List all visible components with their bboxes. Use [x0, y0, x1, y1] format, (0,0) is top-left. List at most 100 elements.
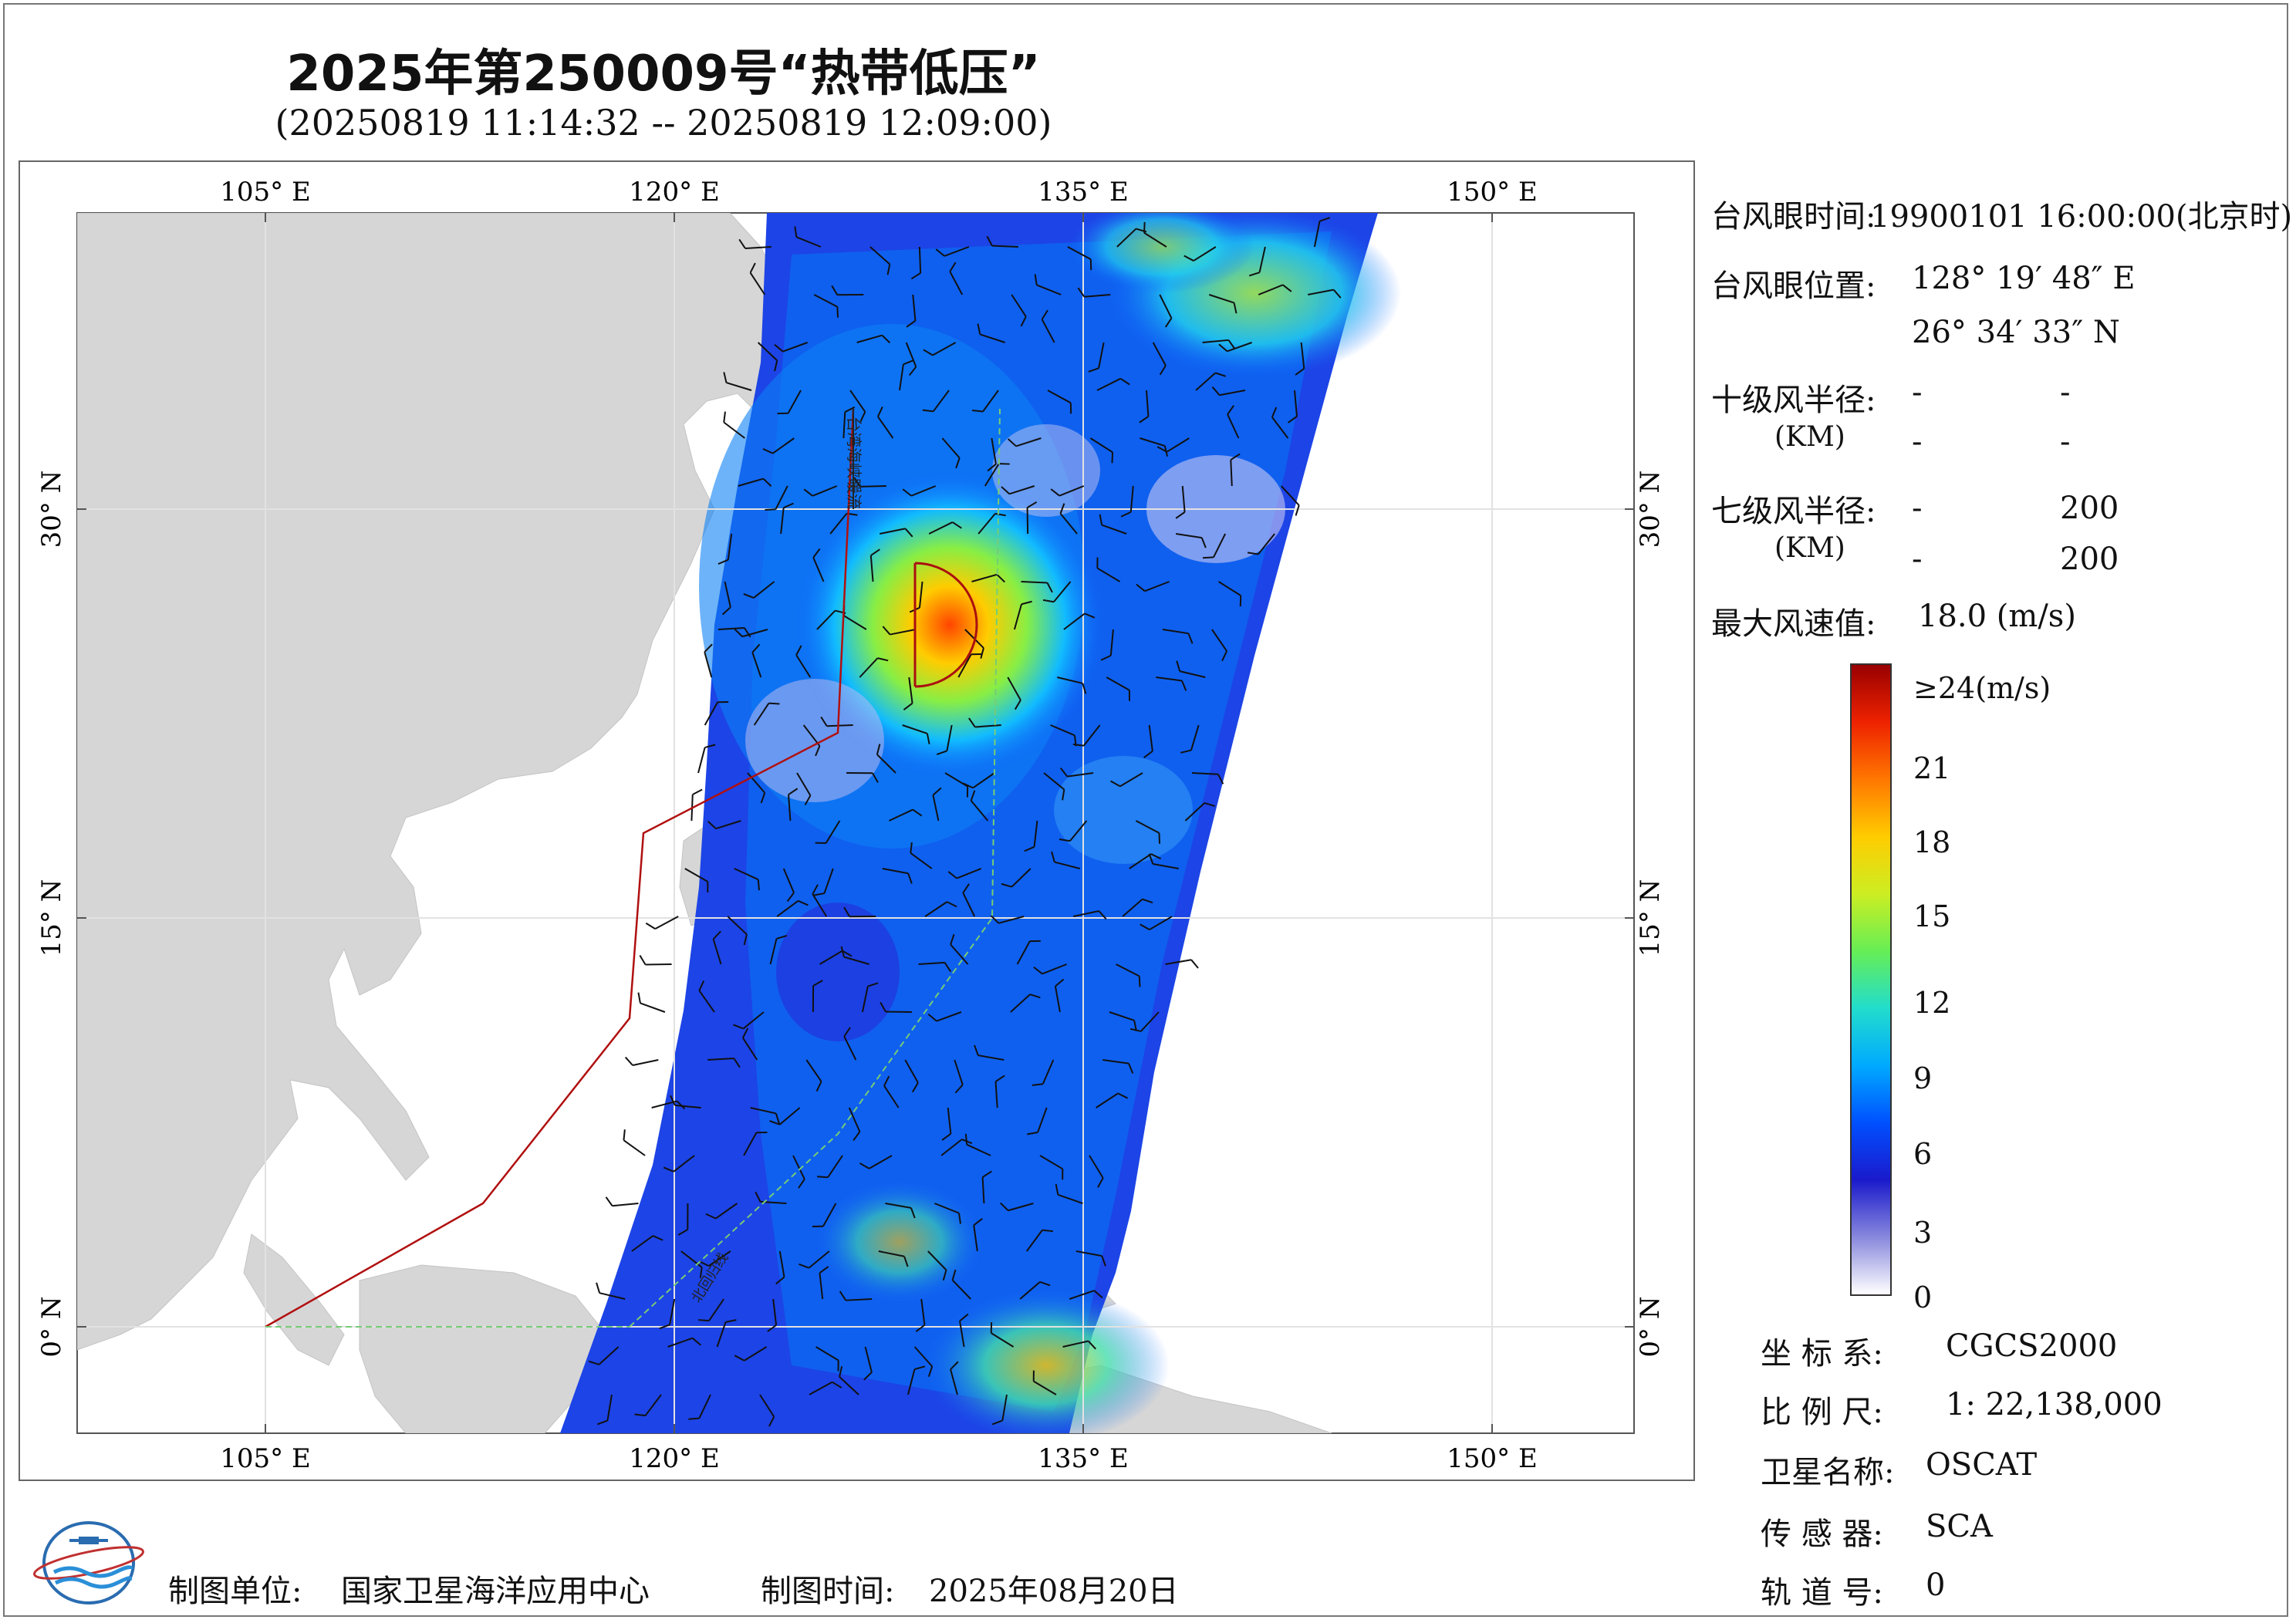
wind-barb [842, 406, 856, 439]
wind-barb [1227, 405, 1240, 439]
wind-barb [928, 521, 962, 535]
wind-barb [1021, 581, 1053, 593]
wind-barb [1211, 629, 1228, 662]
wind-barb [794, 226, 822, 248]
wind-barb [987, 437, 997, 472]
wind-barb [721, 581, 731, 616]
satellite-label: 卫星名称: [1761, 1455, 1895, 1490]
lat-label-left-30: 30° N [36, 471, 67, 548]
wind-barb [964, 1133, 991, 1156]
wind-barb [757, 342, 778, 372]
wind-barb [1110, 772, 1143, 788]
wind-barb [843, 1027, 857, 1061]
wind-barb [962, 883, 976, 917]
wind-barb [1176, 660, 1206, 678]
wind-barb [970, 790, 989, 822]
wind-barb [634, 1394, 662, 1417]
lat-label-right-15: 15° N [1635, 879, 1666, 957]
wind-barb [859, 1155, 893, 1169]
wind-barb [1072, 910, 1107, 920]
time-range-subtitle: (20250819 11:14:32 -- 20250819 12:09:00) [275, 102, 1052, 143]
wind-barb [1032, 1370, 1057, 1395]
wind-barb [815, 1346, 839, 1372]
wind-barb [1050, 485, 1085, 497]
wind-barb [1034, 274, 1062, 295]
wind-barb [698, 1298, 725, 1322]
wind-barb [705, 1203, 738, 1220]
wind-barb [1202, 339, 1236, 349]
wind-barb [1047, 390, 1072, 414]
wind-barb [905, 342, 917, 376]
wind-barb [1143, 221, 1167, 248]
wind-barb [878, 1250, 909, 1267]
wind-barb [1116, 963, 1141, 987]
wind-barb [663, 1155, 695, 1173]
wind-barb [805, 1059, 822, 1092]
colorbar-tick-label: 9 [1913, 1061, 1933, 1095]
wind-barb [927, 1011, 962, 1022]
wind-barb [1109, 1011, 1137, 1031]
wind-barb [1156, 677, 1187, 691]
wind-barb [1175, 533, 1207, 548]
wind-barb [1069, 1290, 1103, 1300]
lat-label-right-30: 30° N [1635, 471, 1666, 548]
wind-barb [1230, 453, 1241, 487]
wind-barb [856, 334, 891, 344]
wind-barb [733, 1011, 765, 1030]
wind-barb [1159, 294, 1173, 328]
wind-barb [1001, 485, 1035, 495]
wind-barb [1102, 1059, 1134, 1074]
wind-barb [923, 342, 957, 356]
wind-barb [1140, 916, 1173, 931]
wind-barb [588, 1346, 620, 1365]
sensor-value: SCA [1926, 1509, 1993, 1544]
wind-barb [788, 788, 799, 822]
lon-label-bottom-105: 105° E [220, 1443, 311, 1474]
r10-row1-b: - [2060, 375, 2071, 410]
eye-time-value: 19900101 16:00:00(北京时) [1870, 199, 2293, 235]
r10-row2-b: - [2060, 424, 2071, 460]
wind-barb [1122, 898, 1153, 917]
wind-barb [863, 1346, 873, 1381]
wind-barb [1247, 533, 1275, 555]
wind-barb [879, 528, 913, 538]
wind-barb [631, 1235, 663, 1252]
wind-barb [1180, 724, 1200, 754]
r7-row1-b: 200 [2060, 491, 2119, 526]
wind-barb [941, 1107, 952, 1141]
wind-barb [885, 1203, 916, 1219]
wind-barb [1135, 820, 1161, 844]
wind-barb [846, 772, 879, 783]
wind-barb [817, 1155, 843, 1179]
wind-barb [1211, 386, 1246, 396]
wind-barb [1088, 342, 1105, 373]
wind-barb [950, 1361, 959, 1395]
wind-barb [1129, 1011, 1160, 1032]
wind-barb [1096, 377, 1130, 391]
wind-barb [767, 1298, 778, 1332]
wind-barb [913, 1346, 934, 1377]
orbit-value: 0 [1926, 1567, 1946, 1603]
wind-barb [1072, 724, 1101, 747]
wind-barb [1059, 503, 1078, 535]
wind-barb [936, 724, 953, 755]
wind-barb [680, 1250, 703, 1278]
r10-label: 十级风半径: [1711, 383, 1876, 418]
wind-barb [1208, 294, 1237, 314]
boundary-label-north: 台湾海峡暖流 [845, 417, 863, 509]
wind-barb [1027, 1107, 1048, 1135]
wind-barb [951, 1269, 971, 1300]
wind-barb [1165, 959, 1199, 969]
wind-barb [1183, 246, 1217, 262]
wind-barb [1019, 1281, 1051, 1300]
wind-barb [741, 1027, 758, 1061]
wind-barbs [588, 217, 1342, 1427]
wind-barb [1308, 288, 1342, 299]
wind-barb [1195, 372, 1227, 391]
wind-barb [795, 645, 812, 678]
colorbar-tick-label: 12 [1913, 986, 1951, 1020]
wind-barb [1013, 600, 1032, 630]
wind-barb [1218, 342, 1252, 353]
wind-barb [1096, 1092, 1129, 1108]
wind-barb [1089, 1155, 1104, 1188]
